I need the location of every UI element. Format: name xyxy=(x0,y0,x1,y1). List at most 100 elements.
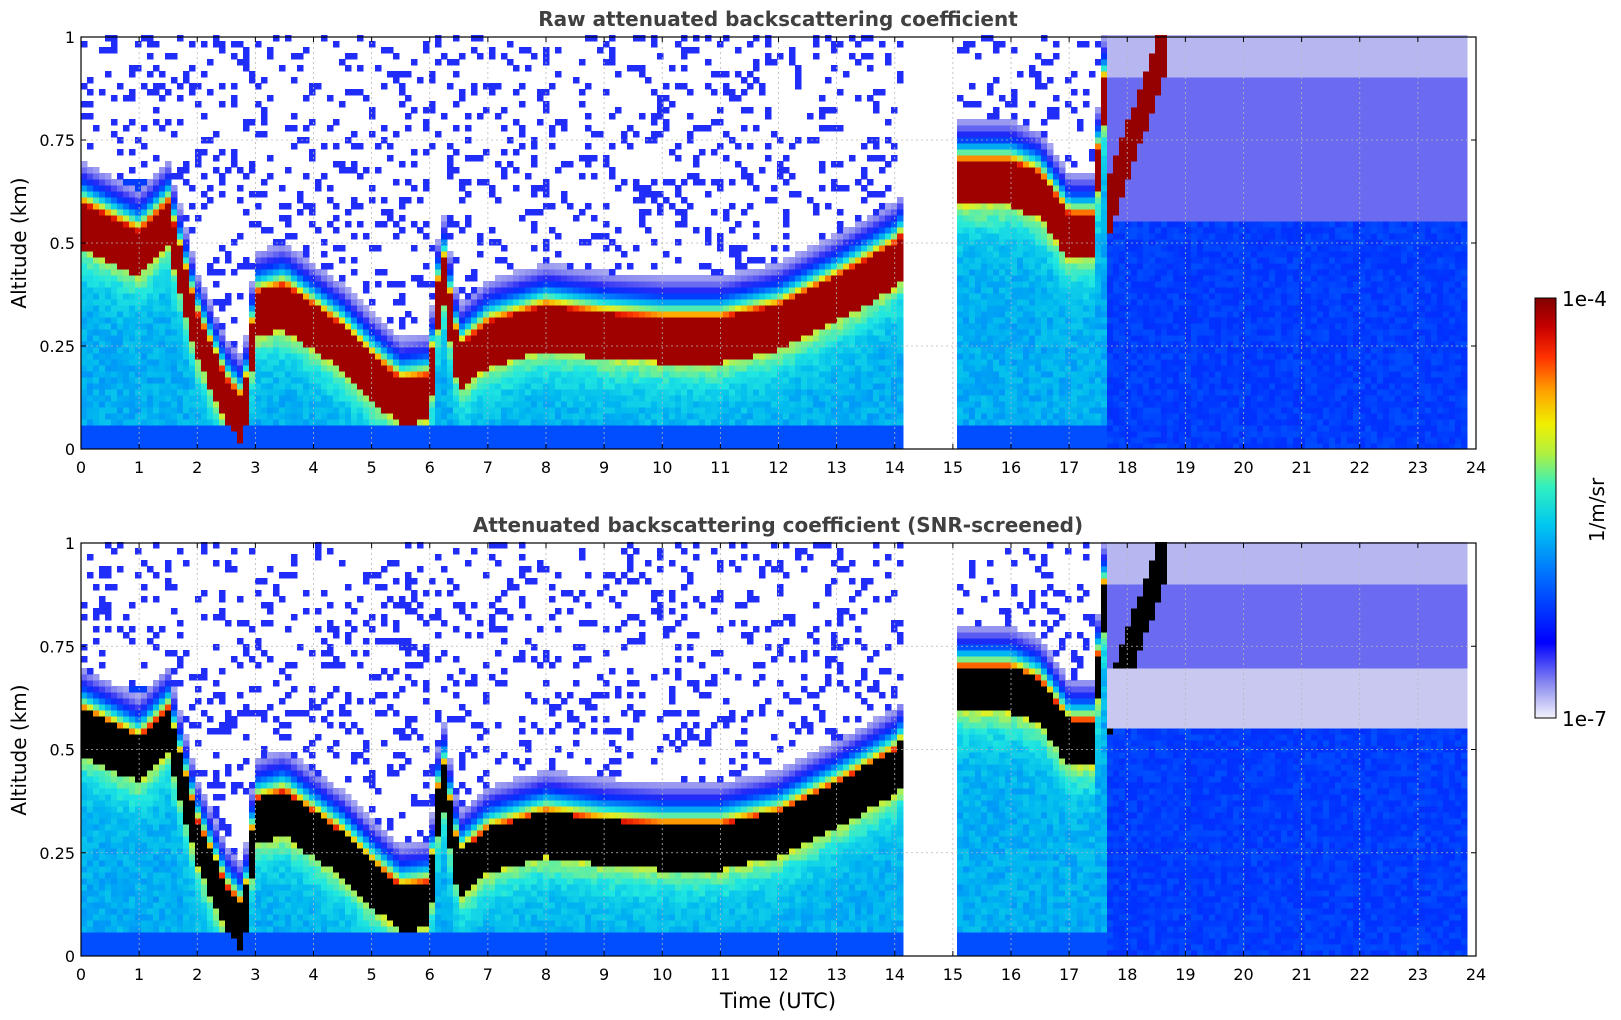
heatmap-cell xyxy=(231,341,238,348)
heatmap-cell xyxy=(771,425,778,432)
heatmap-cell xyxy=(171,233,178,240)
heatmap-cell xyxy=(105,419,112,426)
heatmap-cell xyxy=(357,65,364,72)
heatmap-cell xyxy=(597,377,604,384)
heatmap-cell xyxy=(831,107,838,114)
heatmap-cell xyxy=(93,293,100,300)
heatmap-cell xyxy=(609,47,616,54)
heatmap-cell xyxy=(849,311,856,318)
heatmap-cell xyxy=(849,323,856,330)
heatmap-cell xyxy=(327,383,334,390)
heatmap-cell xyxy=(843,413,850,420)
heatmap-cell xyxy=(411,401,418,408)
heatmap-cell xyxy=(633,359,640,366)
heatmap-cell xyxy=(435,389,442,396)
heatmap-cell xyxy=(453,359,460,366)
heatmap-cell xyxy=(609,377,616,384)
heatmap-cell xyxy=(477,407,484,414)
heatmap-cell xyxy=(339,359,346,366)
heatmap-cell xyxy=(207,389,214,396)
heatmap-cell xyxy=(687,281,694,288)
heatmap-cell xyxy=(285,413,292,420)
heatmap-cell xyxy=(813,293,820,300)
heatmap-cell xyxy=(321,341,328,348)
heatmap-cell xyxy=(525,395,532,402)
heatmap-cell xyxy=(147,257,154,264)
heatmap-cell xyxy=(261,299,268,306)
heatmap-cell xyxy=(837,341,844,348)
heatmap-cell xyxy=(651,353,658,360)
heatmap-cell xyxy=(261,341,268,348)
heatmap-cell xyxy=(411,437,418,444)
heatmap-cell xyxy=(747,83,754,90)
heatmap-cell xyxy=(753,383,760,390)
heatmap-cell xyxy=(633,179,640,186)
heatmap-cell xyxy=(321,239,328,246)
heatmap-cell xyxy=(693,359,700,366)
heatmap-cell xyxy=(447,431,454,438)
heatmap-cell xyxy=(639,65,646,72)
heatmap-cell xyxy=(699,263,706,270)
heatmap-cell xyxy=(699,437,706,444)
heatmap-cell xyxy=(669,329,676,336)
heatmap-cell xyxy=(609,353,616,360)
heatmap-cell xyxy=(603,221,610,228)
heatmap-cell xyxy=(267,335,274,342)
heatmap-cell xyxy=(759,287,766,294)
heatmap-cell xyxy=(813,311,820,318)
heatmap-cell xyxy=(159,401,166,408)
heatmap-cell xyxy=(195,101,202,108)
heatmap-cell xyxy=(135,311,142,318)
heatmap-cell xyxy=(651,365,658,372)
heatmap-cell xyxy=(177,173,184,180)
heatmap-cell xyxy=(867,443,874,450)
heatmap-cell xyxy=(543,371,550,378)
heatmap-cell xyxy=(501,335,508,342)
heatmap-cell xyxy=(861,269,868,276)
heatmap-cell xyxy=(207,347,214,354)
heatmap-cell xyxy=(147,377,154,384)
heatmap-cell xyxy=(135,371,142,378)
heatmap-cell xyxy=(171,245,178,252)
heatmap-cell xyxy=(813,275,820,282)
heatmap-cell xyxy=(837,431,844,438)
heatmap-cell xyxy=(615,275,622,282)
heatmap-cell xyxy=(849,155,856,162)
heatmap-cell xyxy=(99,401,106,408)
heatmap-cell xyxy=(303,257,310,264)
heatmap-cell xyxy=(153,209,160,216)
heatmap-cell xyxy=(795,71,802,78)
heatmap-cell xyxy=(399,419,406,426)
heatmap-cell xyxy=(243,443,250,450)
heatmap-cell xyxy=(297,137,304,144)
heatmap-cell xyxy=(423,149,430,156)
heatmap-cell xyxy=(657,437,664,444)
heatmap-cell xyxy=(231,41,238,48)
heatmap-cell xyxy=(837,281,844,288)
heatmap-cell xyxy=(375,371,382,378)
heatmap-cell xyxy=(501,419,508,426)
heatmap-cell xyxy=(87,389,94,396)
heatmap-cell xyxy=(177,353,184,360)
heatmap-cell xyxy=(633,245,640,252)
heatmap-cell xyxy=(693,305,700,312)
heatmap-cell xyxy=(117,245,124,252)
heatmap-cell xyxy=(459,341,466,348)
heatmap-cell xyxy=(813,287,820,294)
heatmap-cell xyxy=(603,89,610,96)
heatmap-cell xyxy=(639,407,646,414)
heatmap-cell xyxy=(111,221,118,228)
heatmap-cell xyxy=(135,425,142,432)
heatmap-cell xyxy=(657,107,664,114)
heatmap-cell xyxy=(333,347,340,354)
heatmap-cell xyxy=(393,377,400,384)
heatmap-cell xyxy=(459,377,466,384)
heatmap-cell xyxy=(555,443,562,450)
heatmap-cell xyxy=(459,227,466,234)
heatmap-cell xyxy=(153,269,160,276)
heatmap-cell xyxy=(147,329,154,336)
heatmap-cell xyxy=(579,317,586,324)
heatmap-cell xyxy=(99,89,106,96)
heatmap-cell xyxy=(267,371,274,378)
heatmap-cell xyxy=(327,197,334,204)
